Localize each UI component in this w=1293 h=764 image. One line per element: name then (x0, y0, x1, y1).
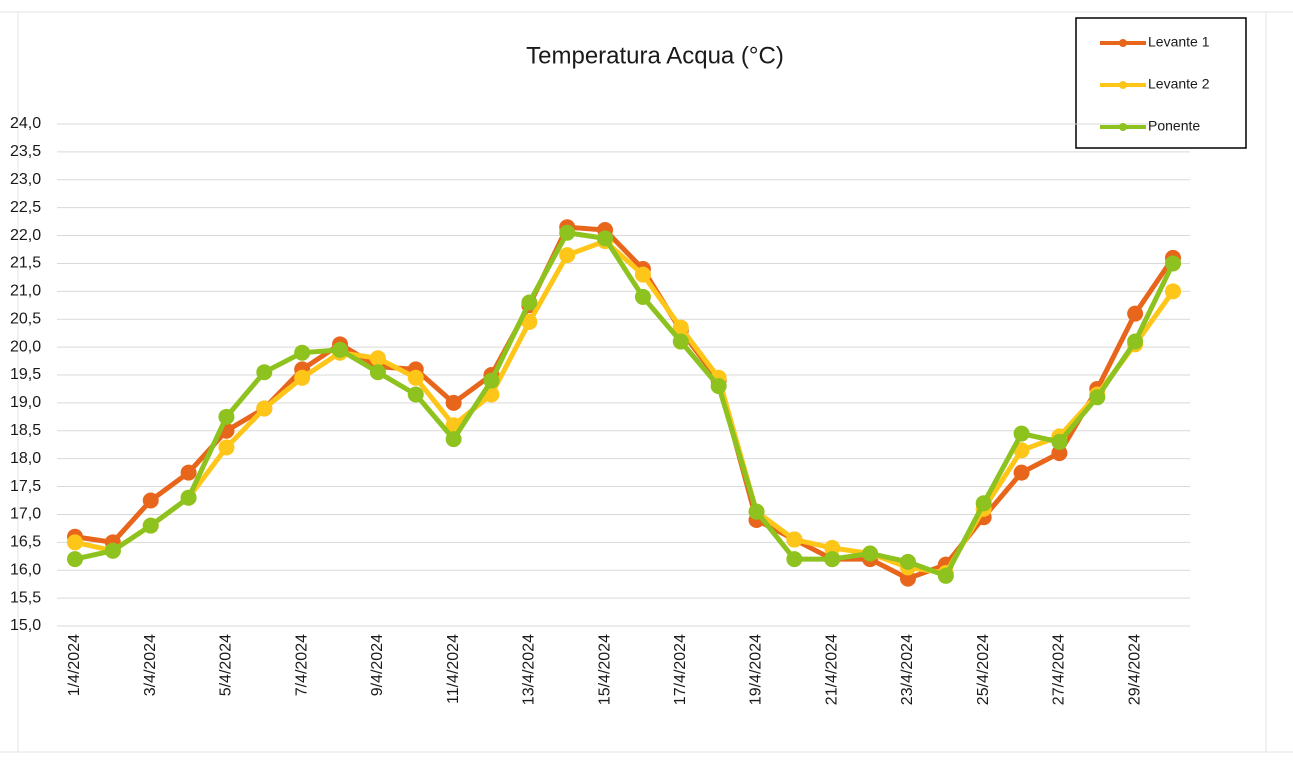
data-point (786, 551, 803, 568)
x-tick-label: 25/4/2024 (975, 634, 992, 705)
data-point (142, 517, 159, 534)
data-point (1127, 305, 1144, 322)
data-point (824, 551, 841, 568)
legend-label: Ponente (1148, 118, 1200, 134)
data-point (824, 539, 841, 556)
data-point (180, 464, 197, 481)
y-tick-label: 17,5 (10, 478, 41, 495)
x-tick-label: 1/4/2024 (66, 634, 83, 696)
x-tick-label: 17/4/2024 (672, 634, 689, 705)
data-point (218, 439, 235, 456)
x-tick-label: 27/4/2024 (1051, 634, 1068, 705)
data-point (180, 489, 197, 506)
x-tick-label: 19/4/2024 (748, 634, 765, 705)
data-point (710, 378, 727, 395)
data-point (1013, 442, 1030, 459)
data-point (521, 294, 538, 311)
data-point (634, 288, 651, 305)
x-tick-label: 9/4/2024 (369, 634, 386, 696)
y-tick-label: 23,0 (10, 171, 41, 188)
x-tick-label: 13/4/2024 (521, 634, 538, 705)
y-tick-label: 22,0 (10, 227, 41, 244)
y-tick-label: 18,5 (10, 422, 41, 439)
x-tick-label: 11/4/2024 (445, 634, 462, 704)
y-tick-label: 17,0 (10, 506, 41, 523)
data-point (1013, 425, 1030, 442)
legend-marker (1119, 81, 1127, 89)
data-point (104, 542, 121, 559)
series-line (74, 230, 1176, 579)
x-tick-label: 23/4/2024 (899, 634, 916, 705)
y-tick-label: 24,0 (10, 115, 41, 132)
data-point (369, 364, 386, 381)
y-tick-label: 15,5 (10, 589, 41, 606)
y-tick-label: 19,0 (10, 394, 41, 411)
data-point (1051, 433, 1068, 450)
data-point (559, 247, 576, 264)
data-point (1165, 255, 1181, 272)
data-point (1127, 333, 1144, 350)
data-point (862, 545, 879, 562)
legend-label: Levante 1 (1148, 34, 1210, 50)
x-tick-label: 7/4/2024 (293, 634, 310, 696)
x-tick-label: 5/4/2024 (218, 634, 235, 696)
x-tick-label: 21/4/2024 (823, 634, 840, 705)
data-point (597, 230, 614, 247)
x-tick-label: 3/4/2024 (142, 634, 159, 696)
data-point (218, 408, 235, 425)
legend-marker (1119, 123, 1127, 131)
y-tick-label: 16,5 (10, 534, 41, 551)
data-point (559, 224, 576, 241)
data-point (67, 534, 83, 551)
data-point (332, 341, 349, 358)
data-point (634, 266, 651, 283)
data-point (786, 531, 803, 548)
data-point (937, 567, 954, 584)
data-point (142, 492, 159, 509)
chart-title: Temperatura Acqua (°C) (526, 42, 784, 69)
data-point (1165, 283, 1181, 300)
data-point (1013, 464, 1030, 481)
x-tick-label: 15/4/2024 (596, 634, 613, 705)
y-tick-label: 15,0 (10, 617, 41, 634)
data-point (1051, 445, 1068, 462)
legend-label: Levante 2 (1148, 76, 1210, 92)
y-tick-label: 21,5 (10, 255, 41, 272)
legend-marker (1119, 39, 1127, 47)
y-tick-label: 16,0 (10, 561, 41, 578)
y-tick-label: 18,0 (10, 450, 41, 467)
y-tick-label: 21,0 (10, 283, 41, 300)
data-point (899, 570, 916, 587)
data-point (294, 344, 311, 361)
y-tick-label: 20,5 (10, 310, 41, 327)
data-point (67, 551, 83, 568)
data-point (672, 319, 689, 336)
data-point (445, 394, 462, 411)
data-point (521, 314, 538, 331)
y-tick-label: 19,5 (10, 366, 41, 383)
data-point (294, 369, 311, 386)
y-tick-label: 23,5 (10, 143, 41, 160)
data-point (1089, 389, 1106, 406)
data-point (748, 503, 765, 520)
data-point (256, 400, 273, 417)
data-point (672, 333, 689, 350)
data-point (483, 372, 500, 389)
x-tick-label: 29/4/2024 (1126, 634, 1143, 705)
y-tick-label: 22,5 (10, 199, 41, 216)
data-point (445, 431, 462, 448)
y-tick-label: 20,0 (10, 338, 41, 355)
data-point (407, 386, 424, 403)
data-point (407, 369, 424, 386)
data-point (369, 350, 386, 367)
data-point (975, 495, 992, 512)
data-point (899, 553, 916, 570)
data-point (256, 364, 273, 381)
